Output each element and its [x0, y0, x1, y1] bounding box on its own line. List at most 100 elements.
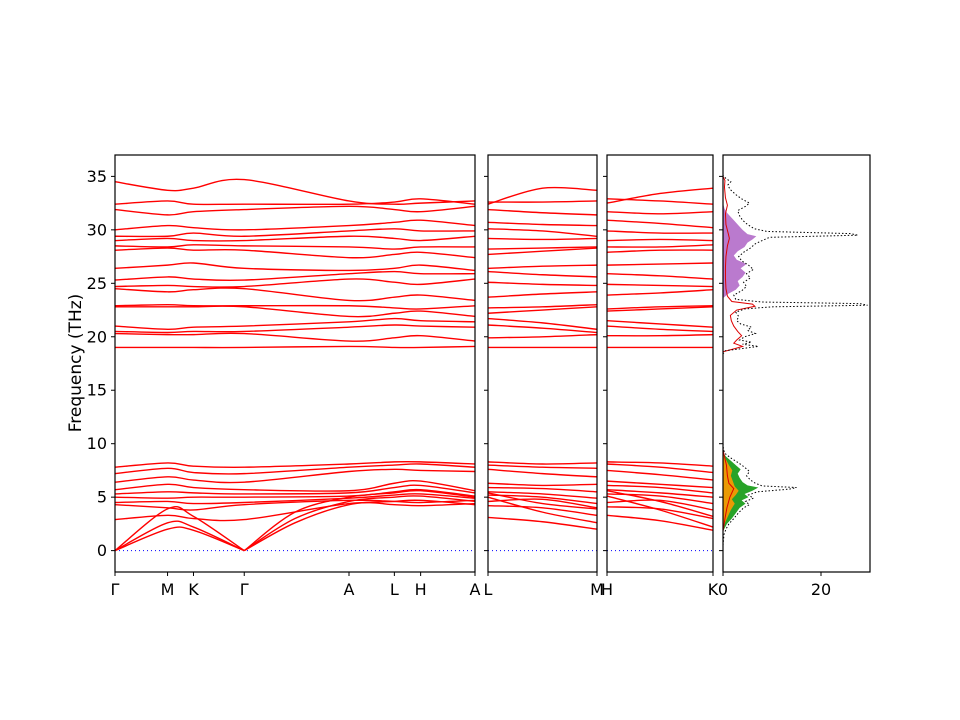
- ytick-label: 20: [87, 327, 107, 346]
- phonon-band-line: [487, 494, 598, 505]
- phonon-band-line: [114, 178, 476, 205]
- kpoint-label: H: [601, 580, 613, 599]
- phonon-band-line: [114, 324, 476, 334]
- phonon-band-line: [487, 221, 598, 227]
- kpoint-label: A: [470, 580, 481, 599]
- phonon-band-line: [487, 303, 598, 309]
- phonon-band-line: [606, 488, 714, 498]
- phonon-band-line: [487, 464, 598, 469]
- panel-border: [487, 154, 598, 573]
- y-axis-label: Frequency (THz): [66, 293, 86, 433]
- phonon-band-line: [606, 506, 714, 520]
- phonon-band-line: [606, 463, 714, 474]
- phonon-band-line: [606, 499, 714, 511]
- kpoint-label: K: [708, 580, 719, 599]
- phonon-band-line: [114, 460, 476, 469]
- phonon-band-line: [114, 287, 476, 302]
- phonon-band-line: [487, 291, 598, 298]
- phonon-band-line: [606, 219, 714, 229]
- partial-dos-violet: [723, 203, 757, 299]
- band-panel-main: Γ M K Γ A L H A 0 5 10 15 20 25 30 35: [87, 154, 481, 599]
- phonon-band-line: [606, 289, 714, 296]
- partial-dos-red-low: [722, 448, 735, 532]
- panel-border: [114, 154, 476, 573]
- phonon-band-line: [114, 303, 476, 310]
- phonon-band-line: [487, 200, 598, 203]
- phonon-band-line: [606, 495, 714, 528]
- kpoint-label: L: [484, 580, 493, 599]
- phonon-band-line: [487, 468, 598, 478]
- kpoint-label: Γ: [240, 580, 249, 599]
- phonon-band-line: [114, 520, 245, 552]
- phonon-band-line: [114, 506, 245, 552]
- phonon-band-line: [487, 491, 598, 499]
- phonon-band-line: [487, 482, 598, 487]
- dos-xtick-label: 0: [718, 580, 728, 599]
- phonon-band-line: [243, 489, 476, 552]
- phonon-band-line: [487, 516, 598, 530]
- kpoint-label: K: [188, 580, 199, 599]
- phonon-band-line: [487, 281, 598, 287]
- ytick-label: 5: [97, 488, 107, 507]
- phonon-band-line: [114, 278, 476, 288]
- phonon-band-line: [606, 490, 714, 518]
- phonon-band-line: [606, 469, 714, 481]
- phonon-band-line: [606, 514, 714, 531]
- kpoint-label: Γ: [111, 580, 120, 599]
- phonon-band-line: [606, 305, 714, 310]
- phonon-band-line: [606, 283, 714, 288]
- phonon-band-line: [114, 499, 476, 511]
- kpoint-label: L: [390, 580, 399, 599]
- phonon-band-line: [114, 247, 476, 259]
- phonon-band-line: [114, 205, 476, 216]
- phonon-band-line: [114, 235, 476, 242]
- phonon-band-line: [606, 306, 714, 312]
- phonon-band-line: [114, 468, 476, 484]
- phonon-band-line: [487, 461, 598, 465]
- panel-border: [722, 154, 871, 573]
- phonon-band-line: [606, 325, 714, 333]
- phonon-band-line: [114, 244, 476, 250]
- phonon-band-line: [114, 493, 476, 505]
- phonon-band-line: [114, 332, 476, 342]
- phonon-band-line: [487, 270, 598, 278]
- phonon-band-line: [487, 333, 598, 339]
- panel-border: [606, 154, 714, 573]
- ytick-label: 15: [87, 381, 107, 400]
- phonon-band-line: [606, 493, 714, 505]
- kpoint-label: M: [161, 580, 175, 599]
- phonon-band-line: [114, 317, 476, 330]
- phonon-band-line: [487, 186, 598, 205]
- phonon-band-line: [606, 484, 714, 494]
- phonon-band-line: [115, 345, 476, 349]
- phonon-band-line: [114, 463, 476, 475]
- phonon-band-line: [487, 237, 598, 241]
- phonon-band-line: [606, 320, 714, 328]
- phonon-band-line: [606, 249, 714, 253]
- phonon-band-line: [606, 480, 714, 489]
- phonon-band-line: [114, 270, 476, 282]
- ytick-label: 35: [87, 167, 107, 186]
- ytick-label: 10: [87, 434, 107, 453]
- partial-dos-red-high: [722, 176, 756, 353]
- phonon-band-line: [606, 198, 714, 205]
- phonon-band-line: [487, 228, 598, 237]
- phonon-band-line: [487, 306, 598, 314]
- phonon-band-line: [487, 246, 598, 250]
- phonon-band-line: [114, 526, 245, 552]
- phonon-band-line: [487, 505, 598, 517]
- dos-panel: 0 20: [718, 154, 871, 599]
- kpoint-label: M: [590, 580, 604, 599]
- phonon-band-line: [606, 461, 714, 467]
- phonon-band-line: [487, 247, 598, 256]
- dos-xtick-label: 20: [811, 580, 831, 599]
- phonon-band-line: [243, 495, 476, 552]
- phonon-band-line: [114, 219, 476, 231]
- phonon-band-line: [114, 484, 476, 495]
- phonon-band-line: [606, 333, 714, 337]
- kpoint-label: A: [344, 580, 355, 599]
